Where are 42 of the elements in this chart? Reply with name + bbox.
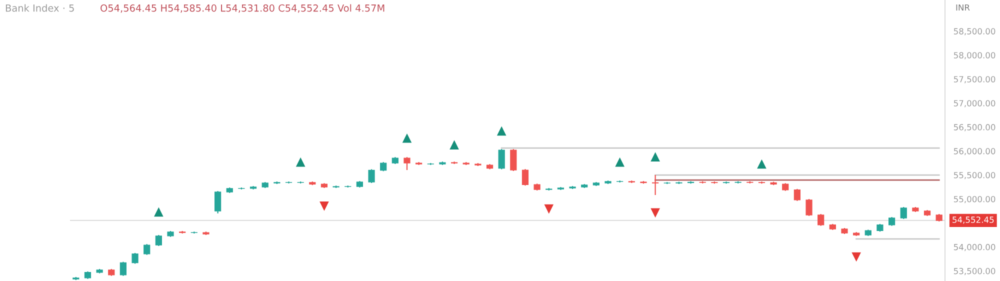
- candlestick: [794, 188, 800, 202]
- candlestick: [818, 213, 824, 226]
- chart-title: Bank Index · 5: [6, 4, 74, 12]
- annotation: O54,564.45 H54,585.40 L54,531.80 C54,552.45 Vol 4.57M: [100, 4, 384, 13]
- point: [450, 140, 459, 150]
- ref-line-label: 54,552.45: [952, 216, 994, 224]
- candlestick: [652, 174, 659, 196]
- point: [296, 157, 306, 167]
- candlestick: [144, 244, 150, 256]
- candlestick: [522, 168, 529, 186]
- point: [496, 126, 506, 136]
- y-axis-title: INR: [956, 4, 970, 11]
- candlestick: [404, 156, 410, 171]
- point: [757, 159, 766, 169]
- y-tick-label: 55,500.00: [954, 172, 996, 180]
- point: [650, 152, 660, 162]
- point: [320, 202, 329, 211]
- candlestick: [132, 252, 138, 264]
- candlestick: [498, 148, 505, 170]
- candlestick: [368, 168, 375, 184]
- candlestick: [214, 190, 222, 214]
- candlestick: [155, 234, 162, 247]
- point: [154, 207, 164, 217]
- point: [852, 252, 861, 262]
- y-tick-label: 55,000.00: [954, 196, 996, 204]
- candlestick: [806, 198, 812, 216]
- y-tick-label: 54,000.00: [954, 244, 996, 252]
- y-tick-label: 53,500.00: [954, 268, 996, 276]
- point: [615, 157, 624, 167]
- candlestick: [380, 162, 387, 172]
- y-tick-label: 56,000.00: [954, 148, 996, 156]
- point: [402, 133, 412, 143]
- y-tick-label: 57,500.00: [954, 76, 996, 84]
- y-tick-label: 58,500.00: [954, 28, 996, 36]
- y-tick-label: 57,000.00: [954, 100, 996, 108]
- point: [544, 204, 554, 214]
- point: [650, 208, 660, 218]
- y-tick-label: 58,000.00: [954, 52, 996, 60]
- candlestick: [900, 206, 907, 220]
- y-tick-label: 56,500.00: [954, 124, 996, 132]
- candlestick: [510, 148, 517, 172]
- candlestick: [120, 261, 127, 276]
